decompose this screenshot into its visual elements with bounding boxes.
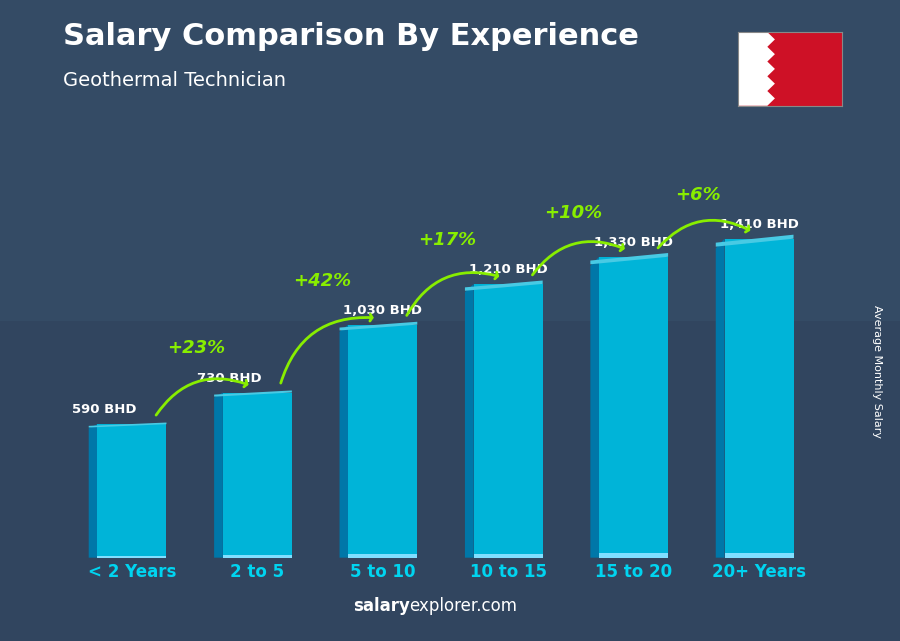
Polygon shape: [339, 324, 348, 558]
Bar: [97, 424, 166, 558]
Bar: [348, 324, 418, 558]
Text: Geothermal Technician: Geothermal Technician: [63, 71, 286, 90]
Polygon shape: [738, 32, 775, 106]
Text: Salary Comparison By Experience: Salary Comparison By Experience: [63, 22, 639, 51]
Bar: [97, 556, 166, 558]
Bar: [599, 257, 668, 558]
Text: 730 BHD: 730 BHD: [197, 372, 262, 385]
Text: 1,410 BHD: 1,410 BHD: [720, 218, 798, 231]
Polygon shape: [590, 253, 668, 264]
Bar: [473, 284, 543, 558]
Bar: [223, 555, 292, 558]
Polygon shape: [716, 238, 724, 558]
Text: 590 BHD: 590 BHD: [72, 403, 137, 416]
Text: 1,330 BHD: 1,330 BHD: [594, 236, 673, 249]
Text: +17%: +17%: [418, 231, 476, 249]
Bar: [473, 554, 543, 558]
Text: 1,030 BHD: 1,030 BHD: [343, 304, 422, 317]
Polygon shape: [214, 390, 292, 397]
Bar: [0, 0, 900, 320]
Text: +6%: +6%: [675, 186, 721, 204]
Text: salary: salary: [353, 597, 410, 615]
Bar: [599, 553, 668, 558]
Polygon shape: [214, 392, 223, 558]
Text: explorer.com: explorer.com: [410, 597, 518, 615]
Text: +10%: +10%: [544, 204, 602, 222]
Polygon shape: [339, 322, 418, 331]
Polygon shape: [716, 235, 794, 247]
Text: Average Monthly Salary: Average Monthly Salary: [872, 305, 883, 438]
Text: 1,210 BHD: 1,210 BHD: [469, 263, 547, 276]
Bar: [348, 554, 418, 558]
Polygon shape: [89, 422, 166, 428]
Polygon shape: [465, 281, 543, 291]
Bar: [724, 553, 794, 558]
Polygon shape: [89, 424, 97, 558]
Bar: [223, 392, 292, 558]
Polygon shape: [465, 284, 473, 558]
Bar: [724, 238, 794, 558]
Text: +23%: +23%: [167, 340, 226, 358]
Text: +42%: +42%: [292, 272, 351, 290]
Polygon shape: [590, 257, 599, 558]
